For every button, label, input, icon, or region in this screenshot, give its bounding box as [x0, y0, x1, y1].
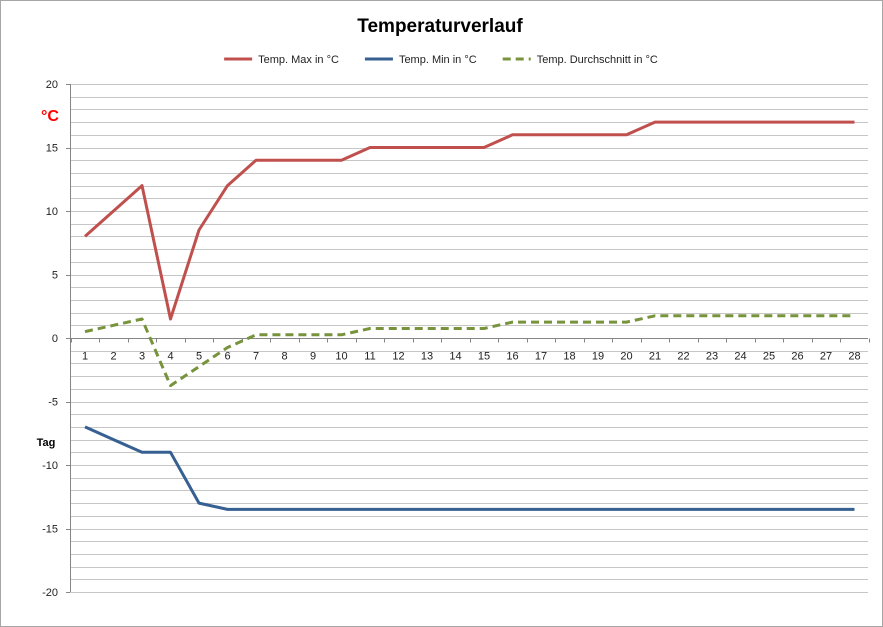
y-tick-label: 5: [52, 270, 58, 282]
x-tick-label: 4: [167, 351, 173, 363]
y-tick-label: -20: [42, 587, 58, 599]
x-tick-label: 25: [763, 351, 775, 363]
series-line-2: [84, 425, 855, 511]
x-tick-label: 13: [421, 351, 433, 363]
x-tick-label: 11: [364, 351, 375, 363]
y-tick-label: -5: [48, 397, 58, 409]
x-tick-label: 24: [734, 351, 746, 363]
y-tick-label: 20: [46, 79, 58, 91]
y-tick-label: 0: [52, 333, 58, 345]
x-tick-label: 17: [535, 351, 547, 363]
x-tick-label: 22: [677, 351, 689, 363]
x-tick-label: 3: [139, 351, 145, 363]
x-tick-label: 10: [335, 351, 347, 363]
series-line-3: [84, 314, 855, 388]
y-tick-label: 15: [46, 143, 58, 155]
x-tick-label: 14: [449, 351, 461, 363]
y-tick-label: 10: [46, 206, 58, 218]
y-tick-label: -10: [42, 460, 58, 472]
y-tick-labels: 20 15 10 5 0 -5 -10 -15 -20: [42, 79, 58, 599]
x-tick-label: 19: [592, 351, 604, 363]
series-line-1: [84, 120, 855, 321]
legend-label-3: Temp. Durchschnitt in °C: [537, 54, 658, 66]
x-tick-label: 20: [620, 351, 632, 363]
x-tick-label: 23: [706, 351, 718, 363]
x-tick-label: 15: [478, 351, 490, 363]
x-tick-label: 12: [392, 351, 404, 363]
x-tick-label: 1: [82, 351, 88, 363]
legend: Temp. Max in °C Temp. Min in °C Temp. Durc…: [224, 54, 658, 66]
x-tick-label: 9: [310, 351, 316, 363]
chart-title: Temperaturverlauf: [357, 16, 523, 37]
x-tick-label: 8: [281, 351, 287, 363]
legend-label-2: Temp. Min in °C: [399, 54, 477, 66]
x-tick-label: 6: [224, 351, 230, 363]
x-tick-label: 28: [848, 351, 860, 363]
axes: [66, 84, 870, 593]
x-tick-label: 16: [506, 351, 518, 363]
x-tick-labels: 1 2 3 4 5 6 7 8 9 10 11 12 13 14 15 16 17 18 19 20 21 22 23 24 2…: [82, 351, 861, 363]
x-tick-label: 7: [253, 351, 259, 363]
x-tick-label: 21: [649, 351, 661, 363]
x-tick-label: 26: [791, 351, 803, 363]
legend-label-1: Temp. Max in °C: [258, 54, 339, 66]
series-lines: [84, 120, 855, 511]
y-tick-label: -15: [42, 524, 58, 536]
x-tick-label: 5: [196, 351, 202, 363]
y-axis-label: °C: [41, 108, 59, 125]
x-tick-label: 2: [110, 351, 116, 363]
x-tick-label: 18: [563, 351, 575, 363]
x-axis-label: Tag: [37, 437, 56, 449]
x-tick-label: 27: [820, 351, 832, 363]
